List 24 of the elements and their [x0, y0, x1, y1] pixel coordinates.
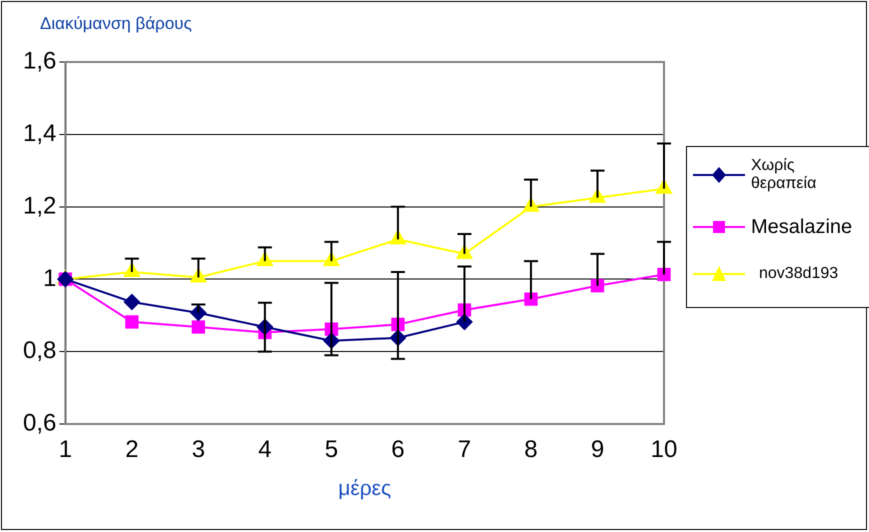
legend-label: nov38d193 [759, 265, 838, 283]
point [524, 292, 538, 306]
point [124, 294, 140, 310]
point [125, 315, 139, 329]
legend-label: Mesalazine [751, 216, 852, 238]
y-tick-label: 0,6 [22, 410, 56, 437]
x-axis-title: μέρες [338, 477, 392, 500]
y-tick-label: 1 [43, 264, 56, 292]
x-tick-label: 6 [391, 436, 405, 464]
y-tick-label: 1,2 [22, 192, 56, 220]
chart-title: Διακύμανση βάρους [40, 14, 192, 34]
x-tick-label: 7 [458, 436, 472, 464]
y-tick-label: 1,4 [22, 120, 56, 148]
x-tick-label: 4 [258, 436, 272, 464]
x-tick-label: 3 [192, 436, 206, 464]
x-tick-label: 5 [324, 436, 338, 464]
y-tick-label: 0,8 [22, 337, 56, 364]
x-tick-label: 9 [590, 436, 604, 464]
point [192, 320, 206, 334]
x-tick-label: 8 [524, 436, 538, 464]
legend-label: Χωρίς θεραπεία [751, 157, 818, 193]
x-tick-label: 2 [125, 436, 139, 464]
y-tick-label: 1,6 [22, 48, 56, 75]
x-tick-label: 10 [650, 436, 678, 464]
